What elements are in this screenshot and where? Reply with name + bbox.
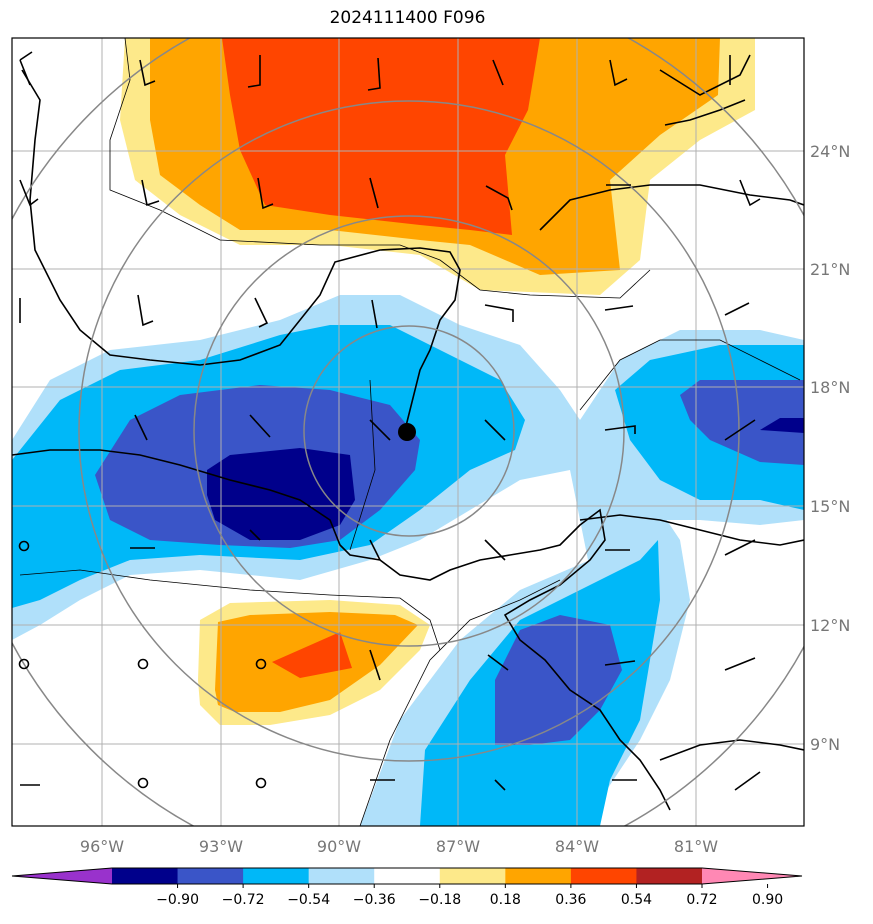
lat-label: 9°N xyxy=(810,735,840,754)
colorbar-extend-high xyxy=(702,868,802,884)
colorbar-tick-label: −0.54 xyxy=(287,892,330,908)
lat-label: 15°N xyxy=(810,497,850,516)
colorbar-tick-label: −0.36 xyxy=(353,892,396,908)
graticule xyxy=(12,38,804,826)
colorbar-tick-label: 0.18 xyxy=(490,892,521,908)
colorbar-segment xyxy=(439,868,506,884)
colorbar-tick-label: 0.54 xyxy=(621,892,652,908)
lat-label: 12°N xyxy=(810,616,850,635)
colorbar-segment xyxy=(308,868,375,884)
colorbar: −0.90 −0.72 −0.54 −0.36 −0.18 0.18 0.36 0.54 0.7… xyxy=(11,867,803,908)
colorbar-tick-label: −0.18 xyxy=(418,892,461,908)
lon-label: 93°W xyxy=(199,837,243,856)
colorbar-tick-label: −0.90 xyxy=(156,892,199,908)
contour-neg-east-072 xyxy=(760,418,804,433)
map-title: 2024111400 F096 xyxy=(329,8,486,28)
colorbar-tick-label: 0.90 xyxy=(752,892,783,908)
colorbar-segment xyxy=(243,868,310,884)
wind-barbs xyxy=(19,51,761,791)
contour-neg-east-054 xyxy=(680,380,804,465)
colorbar-segment xyxy=(177,868,244,884)
coastlines xyxy=(12,54,804,811)
map-frame xyxy=(11,37,805,827)
calm-markers xyxy=(18,540,267,789)
contour-neg-south-054 xyxy=(495,615,622,745)
lon-label: 84°W xyxy=(555,837,599,856)
colorbar-outline xyxy=(11,867,803,885)
colorbar-tick-label: −0.72 xyxy=(222,892,265,908)
lon-label: 87°W xyxy=(436,837,480,856)
latitude-labels: 24°N 21°N 18°N 15°N 12°N 9°N xyxy=(810,142,850,754)
lat-label: 21°N xyxy=(810,260,850,279)
contour-pos-sw-054 xyxy=(272,632,352,678)
colorbar-segment xyxy=(374,868,441,884)
colorbar-segment xyxy=(570,868,637,884)
lat-label: 18°N xyxy=(810,378,850,397)
lat-label: 24°N xyxy=(810,142,850,161)
borders xyxy=(19,38,801,826)
map-area xyxy=(12,38,804,826)
colorbar-tick-label: 0.72 xyxy=(686,892,717,908)
colorbar-segment xyxy=(112,868,179,884)
lon-label: 81°W xyxy=(674,837,718,856)
colorbar-tick-label: 0.36 xyxy=(555,892,586,908)
lon-label: 90°W xyxy=(317,837,361,856)
colorbar-segment xyxy=(636,868,703,884)
longitude-labels: 96°W 93°W 90°W 87°W 84°W 81°W xyxy=(80,837,718,856)
storm-center-marker xyxy=(398,423,416,441)
colorbar-extend-low xyxy=(12,868,112,884)
lon-label: 96°W xyxy=(80,837,124,856)
colorbar-segment xyxy=(505,868,572,884)
contour-pos-north-054 xyxy=(222,38,540,235)
